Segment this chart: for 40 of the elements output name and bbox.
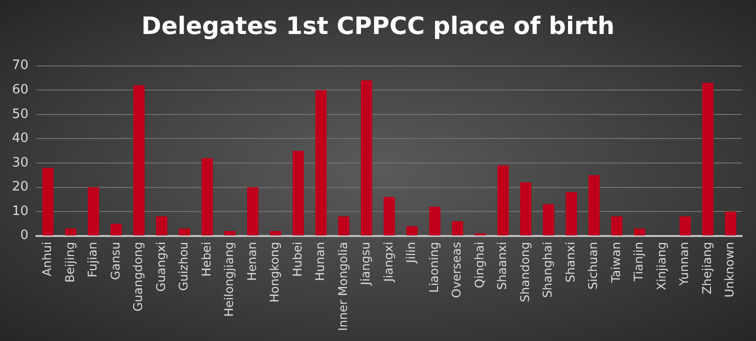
y-tick-label: 10 <box>12 204 29 219</box>
x-tick-label: Jiangxi <box>381 242 396 283</box>
x-tick-label: Sichuan <box>586 242 600 290</box>
chart-title: Delegates 1st CPPCC place of birth <box>140 12 616 40</box>
y-tick-label: 50 <box>12 106 29 122</box>
x-tick-label: Beijing <box>62 242 77 283</box>
x-tick-label: Gansu <box>108 242 122 280</box>
x-tick-label: Shaanxi <box>495 242 510 290</box>
x-tick-label: Yunnan <box>677 242 692 287</box>
x-tick-label: Tianjin <box>632 242 646 282</box>
x-tick-label: Anhui <box>40 242 54 276</box>
x-tick-label: Hebei <box>199 242 214 277</box>
y-tick-label: 0 <box>20 228 29 244</box>
x-tick-label: Heilongjiang <box>222 242 236 317</box>
y-tick-label: 60 <box>12 82 29 98</box>
y-tick-label: 40 <box>12 131 29 146</box>
x-tick-label: Xinjiang <box>654 242 668 290</box>
x-tick-label: Guangxi <box>154 242 168 292</box>
x-tick-label: Inner Mongolia <box>336 242 350 332</box>
y-tick-label: 20 <box>12 180 29 195</box>
x-tick-label: Guangdong <box>131 242 146 312</box>
y-tick-label: 70 <box>12 58 29 74</box>
x-tick-label: Overseas <box>450 242 464 298</box>
x-tick-label: Taiwan <box>608 242 623 284</box>
x-tick-label: Fujian <box>86 242 100 278</box>
x-tick-label: Liaoning <box>426 242 441 293</box>
x-tick-label: Henan <box>244 242 259 281</box>
x-tick-label: Guizhou <box>176 242 191 291</box>
x-tick-label: Unknown <box>722 242 737 298</box>
x-tick-label: Hubei <box>290 242 304 277</box>
x-tick-label: Shanghai <box>540 242 555 298</box>
x-tick-label: Zhejiang <box>700 242 714 294</box>
x-tick-label: Hunan <box>313 242 328 282</box>
x-tick-label: Jiangsu <box>358 242 373 286</box>
x-tick-label: Qinghai <box>472 242 486 288</box>
x-tick-label: Jilin <box>404 242 418 264</box>
x-tick-label: Shandong <box>518 242 532 302</box>
x-tick-label: Hongkong <box>268 242 282 303</box>
y-tick-label: 30 <box>12 155 29 170</box>
x-tick-label: Shanxi <box>563 242 578 282</box>
